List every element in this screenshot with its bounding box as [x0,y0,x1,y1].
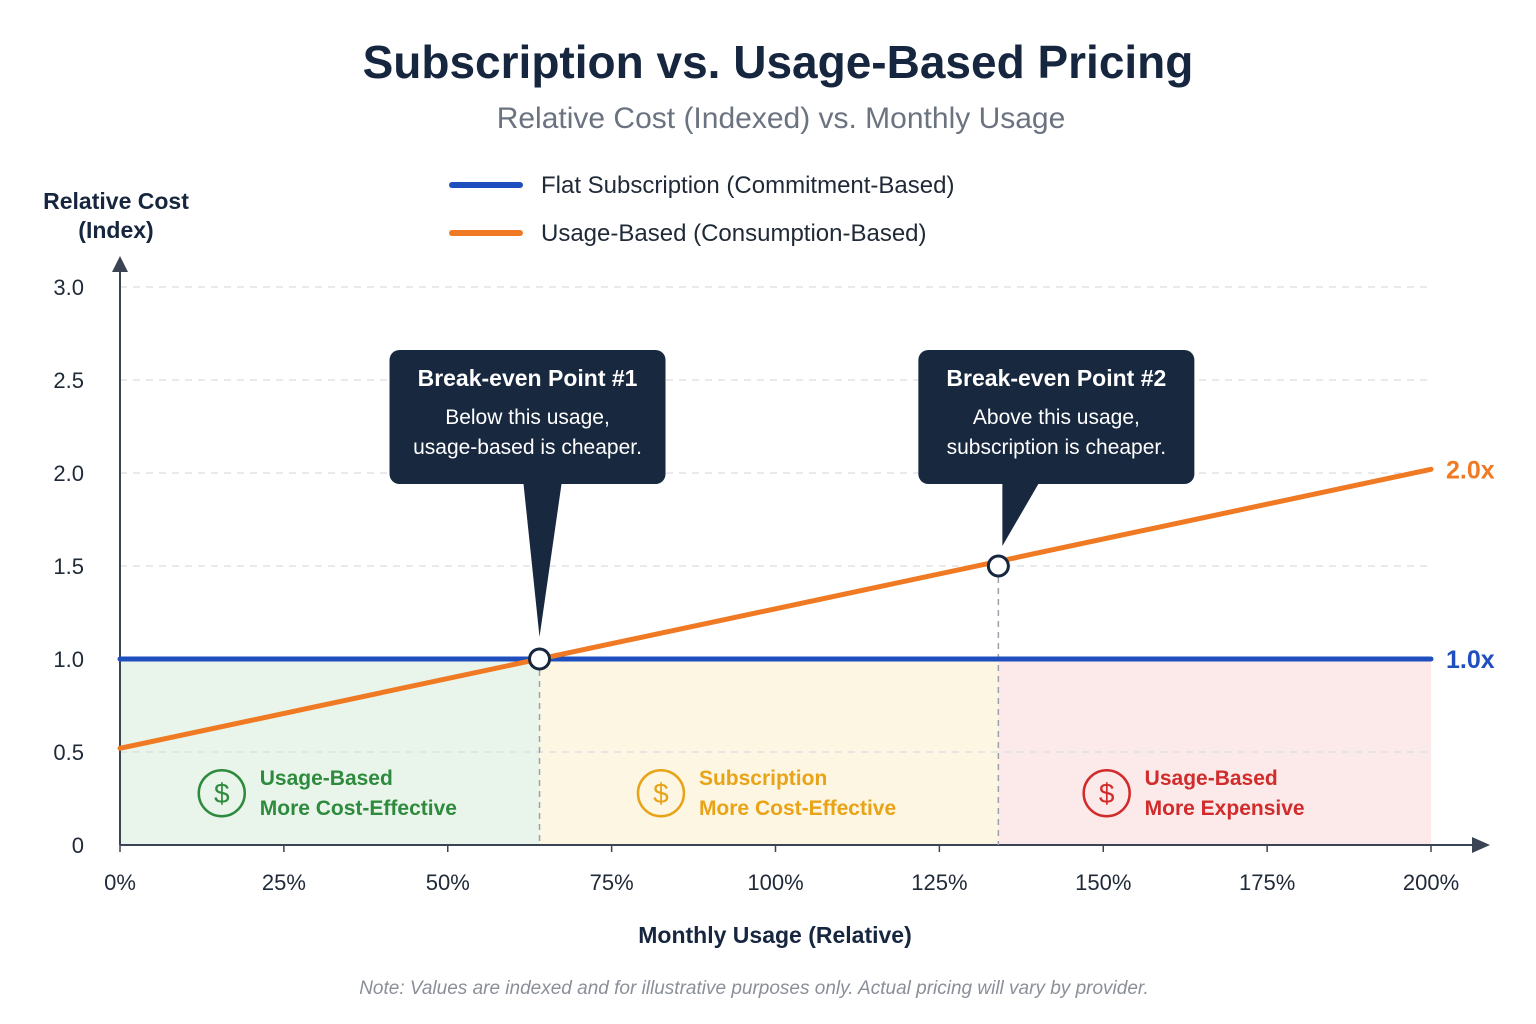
callout-box [918,350,1195,484]
callout-text: Above this usage, [973,406,1140,429]
x-tick-label: 175% [1239,870,1295,895]
annotation-layer: Break-even Point #1 Below this usage, usag… [389,350,1195,671]
legend-label: Flat Subscription (Commitment-Based) [541,172,954,199]
series-end-label: 2.0x [1446,456,1495,484]
y-tick-label: 3.0 [53,275,84,300]
callout-text: usage-based is cheaper. [413,436,642,459]
dollar-icon [1082,768,1131,818]
y-axis-title: (Index) [78,217,153,243]
dollar-icon [636,768,686,818]
y-axis-arrow-icon [112,256,128,272]
legend: Flat Subscription (Commitment-Based) Usag… [449,172,954,247]
break-even-point [528,647,552,671]
y-tick-label: 2.5 [53,368,84,393]
callout-title: Break-even Point #1 [418,365,638,391]
x-tick-label: 100% [747,870,803,895]
legend-label: Usage-Based (Consumption-Based) [541,220,927,247]
x-axis-title: Monthly Usage (Relative) [638,922,912,948]
x-tick-label: 150% [1075,870,1131,895]
region-label-line: Subscription [699,767,827,790]
dollar-icon [197,768,247,818]
x-axis-arrow-icon [1472,837,1490,853]
region-label-line: More Cost-Effective [260,797,457,820]
callout-pointer [1002,484,1039,546]
callout-text: subscription is cheaper. [947,436,1166,459]
chart-subtitle: Relative Cost (Indexed) vs. Monthly Usag… [497,102,1066,135]
x-tick-label: 200% [1403,870,1459,895]
series-line-2 [117,466,1434,751]
y-axis-title: Relative Cost [43,188,189,214]
y-tick-label: 0 [72,833,84,858]
callout-title: Break-even Point #2 [946,365,1166,391]
dollar-icon-glyph: $ [653,778,669,809]
callout-box [389,350,666,484]
y-tick-label: 0.5 [53,740,84,765]
dollar-icon-glyph: $ [1099,778,1115,809]
region-label-line: More Expensive [1145,797,1305,820]
x-tick-label: 75% [590,870,634,895]
break-even-point [986,554,1010,578]
x-tick-label: 50% [426,870,470,895]
region-label-line: Usage-Based [1145,767,1278,790]
series-layer: 1.0x 2.0x [117,456,1495,845]
series-end-label: 1.0x [1446,646,1495,674]
callout-pointer [523,484,562,637]
footnote: Note: Values are indexed and for illustr… [359,978,1149,999]
x-tick-label: 0% [104,870,136,895]
y-tick-label: 1.0 [53,647,84,672]
region-label-line: More Cost-Effective [699,797,896,820]
y-tick-label: 1.5 [53,554,84,579]
region-label-line: Usage-Based [260,767,393,790]
x-tick-label: 125% [911,870,967,895]
x-tick-label: 25% [262,870,306,895]
chart-title: Subscription vs. Usage-Based Pricing [363,36,1194,88]
axes-layer: 0 0.5 1.0 1.5 2.0 2.5 3.0 0% 25% 50% 75% 100% 125% 15… [43,188,1490,948]
callout-text: Below this usage, [445,406,610,429]
y-tick-label: 2.0 [53,461,84,486]
dollar-icon-glyph: $ [214,778,230,809]
